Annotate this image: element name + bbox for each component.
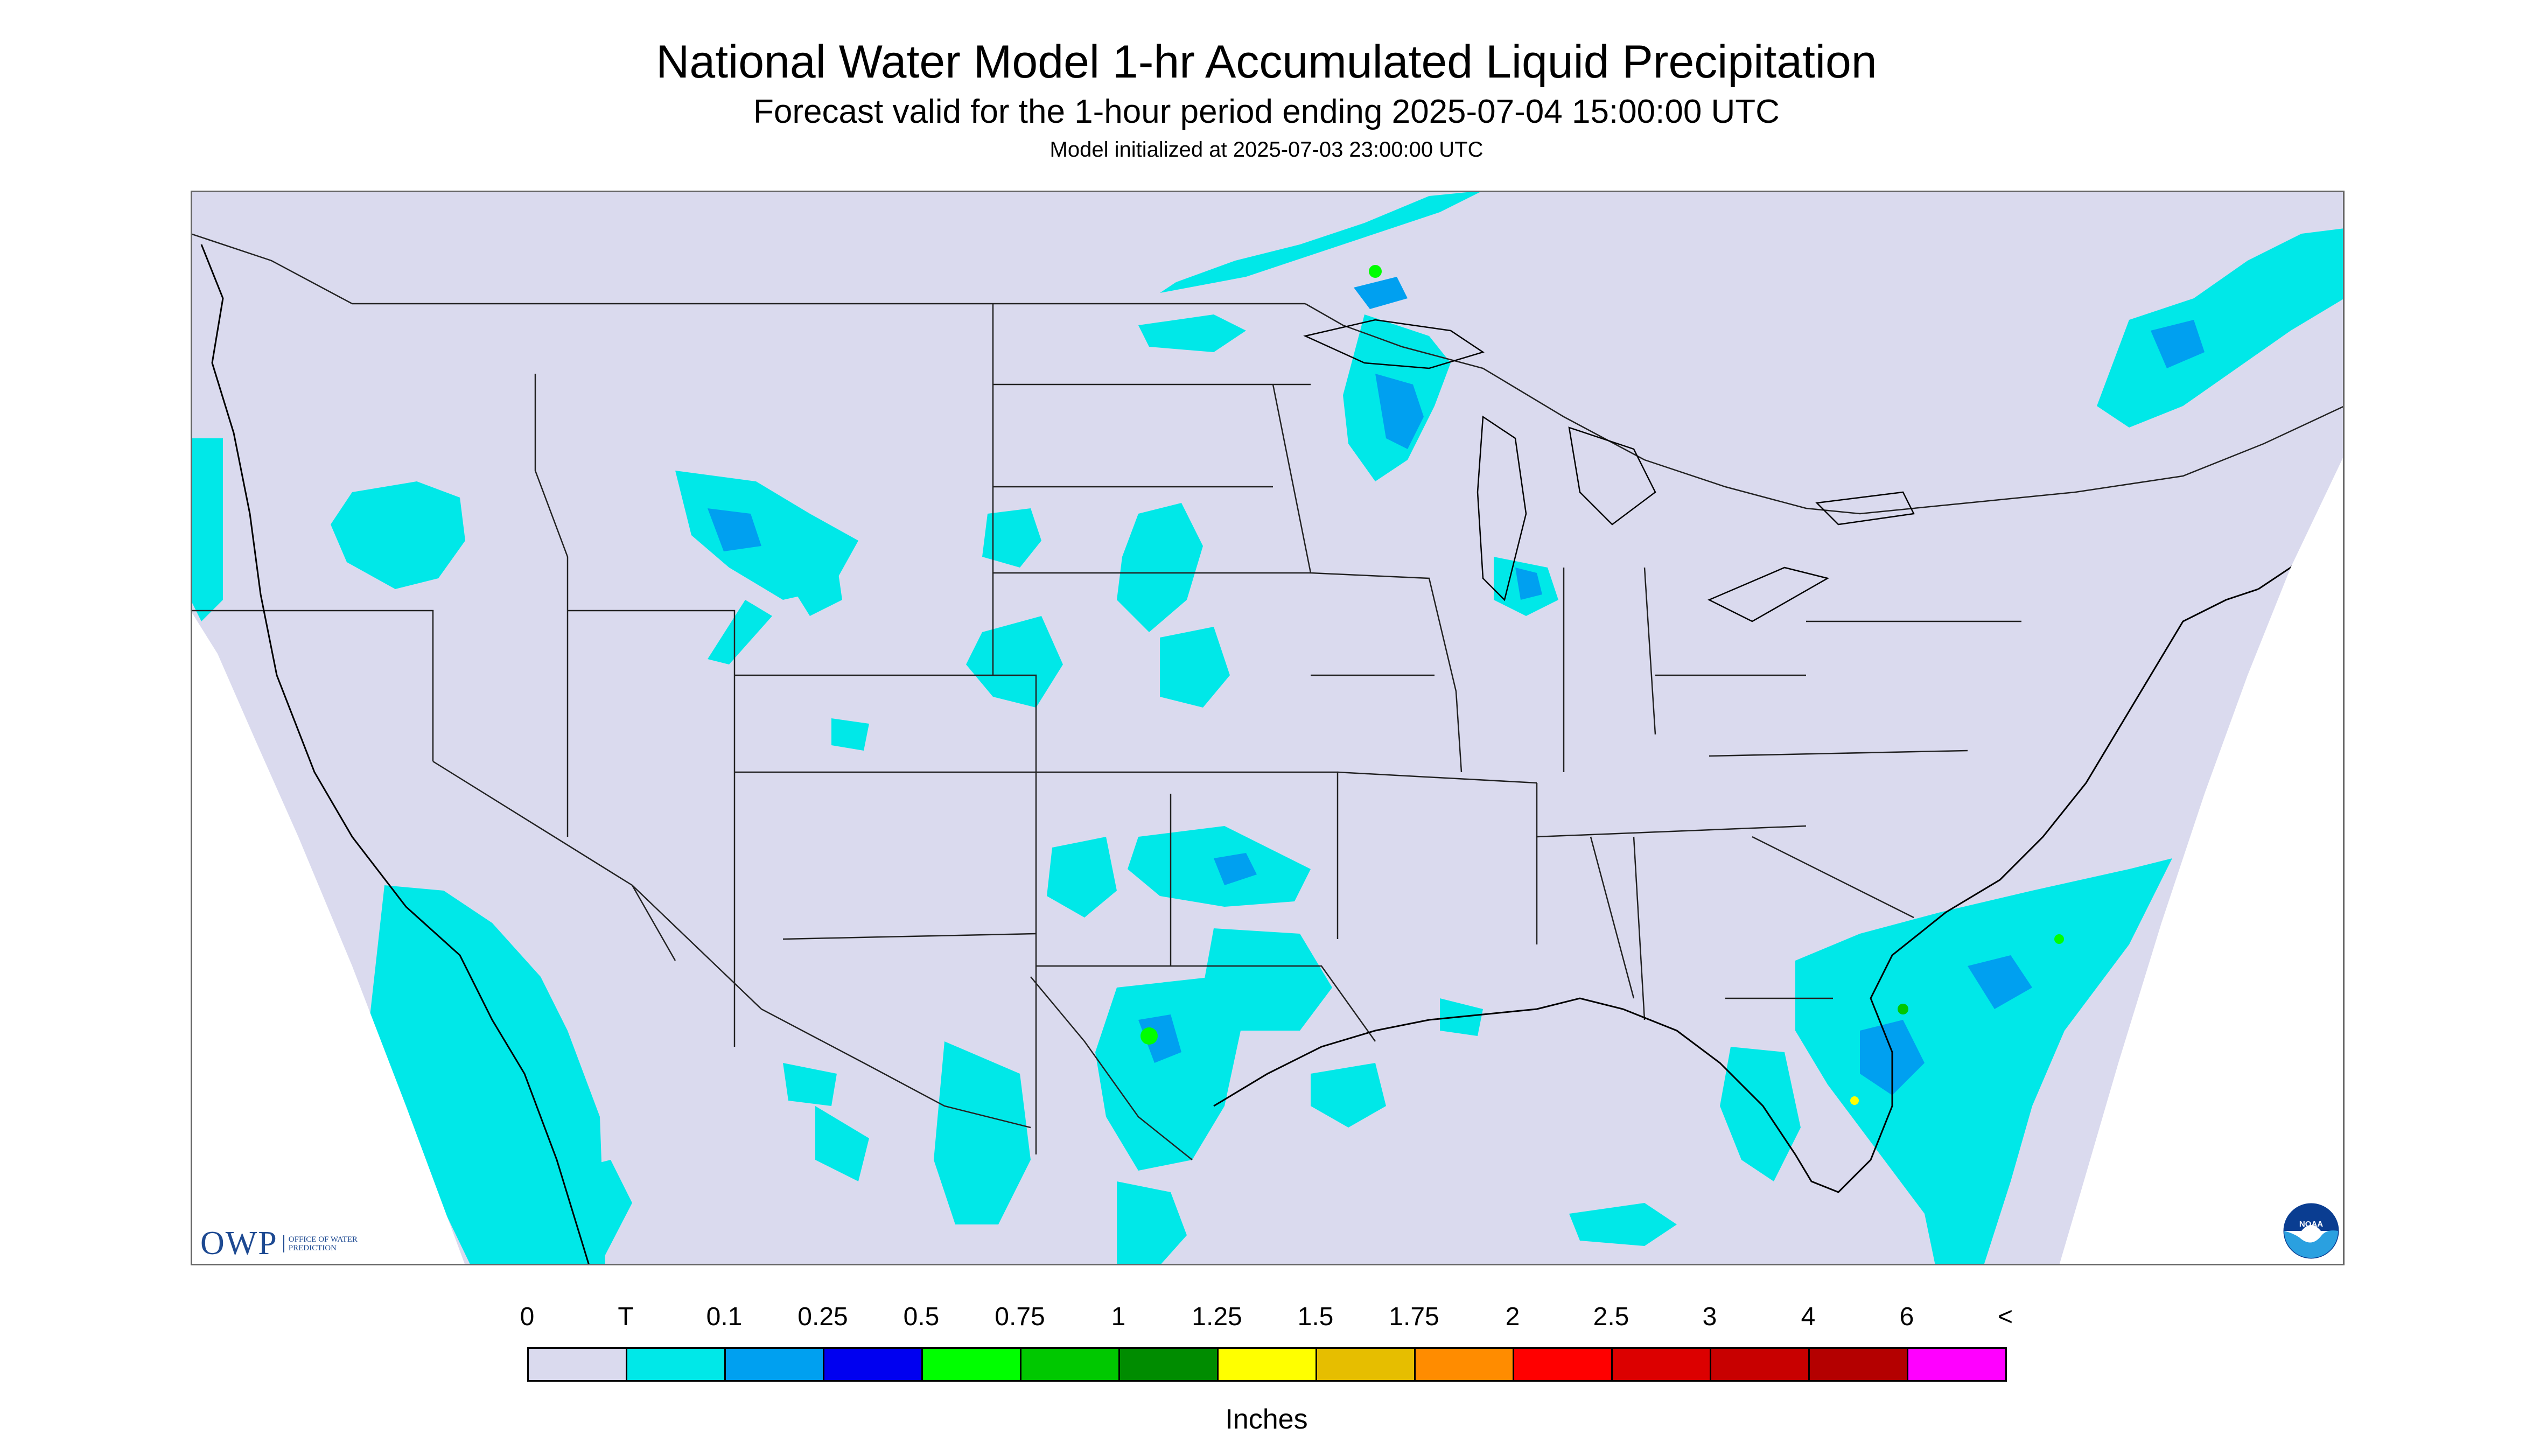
legend-swatch xyxy=(1611,1347,1711,1382)
texas-precip xyxy=(1095,977,1241,1171)
outside-domain-east xyxy=(2059,454,2345,1265)
outside-domain-west xyxy=(191,611,465,1265)
northeast-precip xyxy=(2097,228,2345,428)
legend-swatch xyxy=(626,1347,726,1382)
legend-swatch xyxy=(823,1347,923,1382)
legend-swatch xyxy=(1907,1347,2007,1382)
owp-logo: OWP OFFICE OF WATER PREDICTION xyxy=(200,1224,369,1263)
legend-label: 2.5 xyxy=(1593,1303,1629,1331)
legend-label: 2 xyxy=(1505,1303,1520,1331)
map-title: National Water Model 1-hr Accumulated Li… xyxy=(656,36,1877,88)
forecast-valid-subtitle: Forecast valid for the 1-hour period end… xyxy=(753,93,1780,130)
map-frame xyxy=(191,191,2345,1265)
legend-swatch xyxy=(921,1347,1021,1382)
legend-swatch xyxy=(724,1347,824,1382)
owp-logo-mark: OWP xyxy=(200,1225,278,1262)
political-borders xyxy=(191,233,2345,1160)
precip-moderate-areas xyxy=(708,277,2205,1095)
legend-label: 0.25 xyxy=(797,1303,848,1331)
legend-label: 3 xyxy=(1702,1303,1717,1331)
model-init-label: Model initialized at 2025-07-03 23:00:00… xyxy=(1049,138,1484,162)
legend-swatch xyxy=(1710,1347,1810,1382)
legend-units-label: Inches xyxy=(1225,1404,1308,1435)
precip-heavy-spots xyxy=(1140,265,2064,1105)
precipitation-map xyxy=(191,191,2345,1265)
noaa-logo-text: NOAA xyxy=(2299,1220,2323,1229)
noaa-logo: NOAA xyxy=(2283,1203,2339,1259)
legend-label: 0.5 xyxy=(903,1303,940,1331)
color-legend-bar xyxy=(527,1347,2007,1382)
legend-label: 1.75 xyxy=(1389,1303,1439,1331)
legend-label: 0.75 xyxy=(995,1303,1045,1331)
legend-swatch xyxy=(1316,1347,1416,1382)
ontario-precip xyxy=(1160,191,1483,293)
legend-label: 6 xyxy=(1899,1303,1914,1331)
legend-swatch xyxy=(1020,1347,1120,1382)
owp-logo-text: OFFICE OF WATER PREDICTION xyxy=(283,1235,369,1252)
legend-label: 1.5 xyxy=(1297,1303,1334,1331)
legend-label: T xyxy=(618,1303,634,1331)
legend-swatch xyxy=(1217,1347,1317,1382)
legend-label: 0.1 xyxy=(706,1303,743,1331)
legend-swatch xyxy=(527,1347,627,1382)
great-lakes xyxy=(1303,319,1915,622)
legend-swatch xyxy=(1513,1347,1613,1382)
legend-swatch xyxy=(1118,1347,1219,1382)
legend-label: 1 xyxy=(1111,1303,1126,1331)
legend-label: 0 xyxy=(520,1303,535,1331)
legend-label: 4 xyxy=(1801,1303,1816,1331)
legend-swatch xyxy=(1808,1347,1908,1382)
legend-label: < xyxy=(1997,1303,2013,1331)
legend-swatch xyxy=(1414,1347,1514,1382)
colorado-wyoming-precip xyxy=(966,616,1063,708)
legend-label: 1.25 xyxy=(1192,1303,1242,1331)
